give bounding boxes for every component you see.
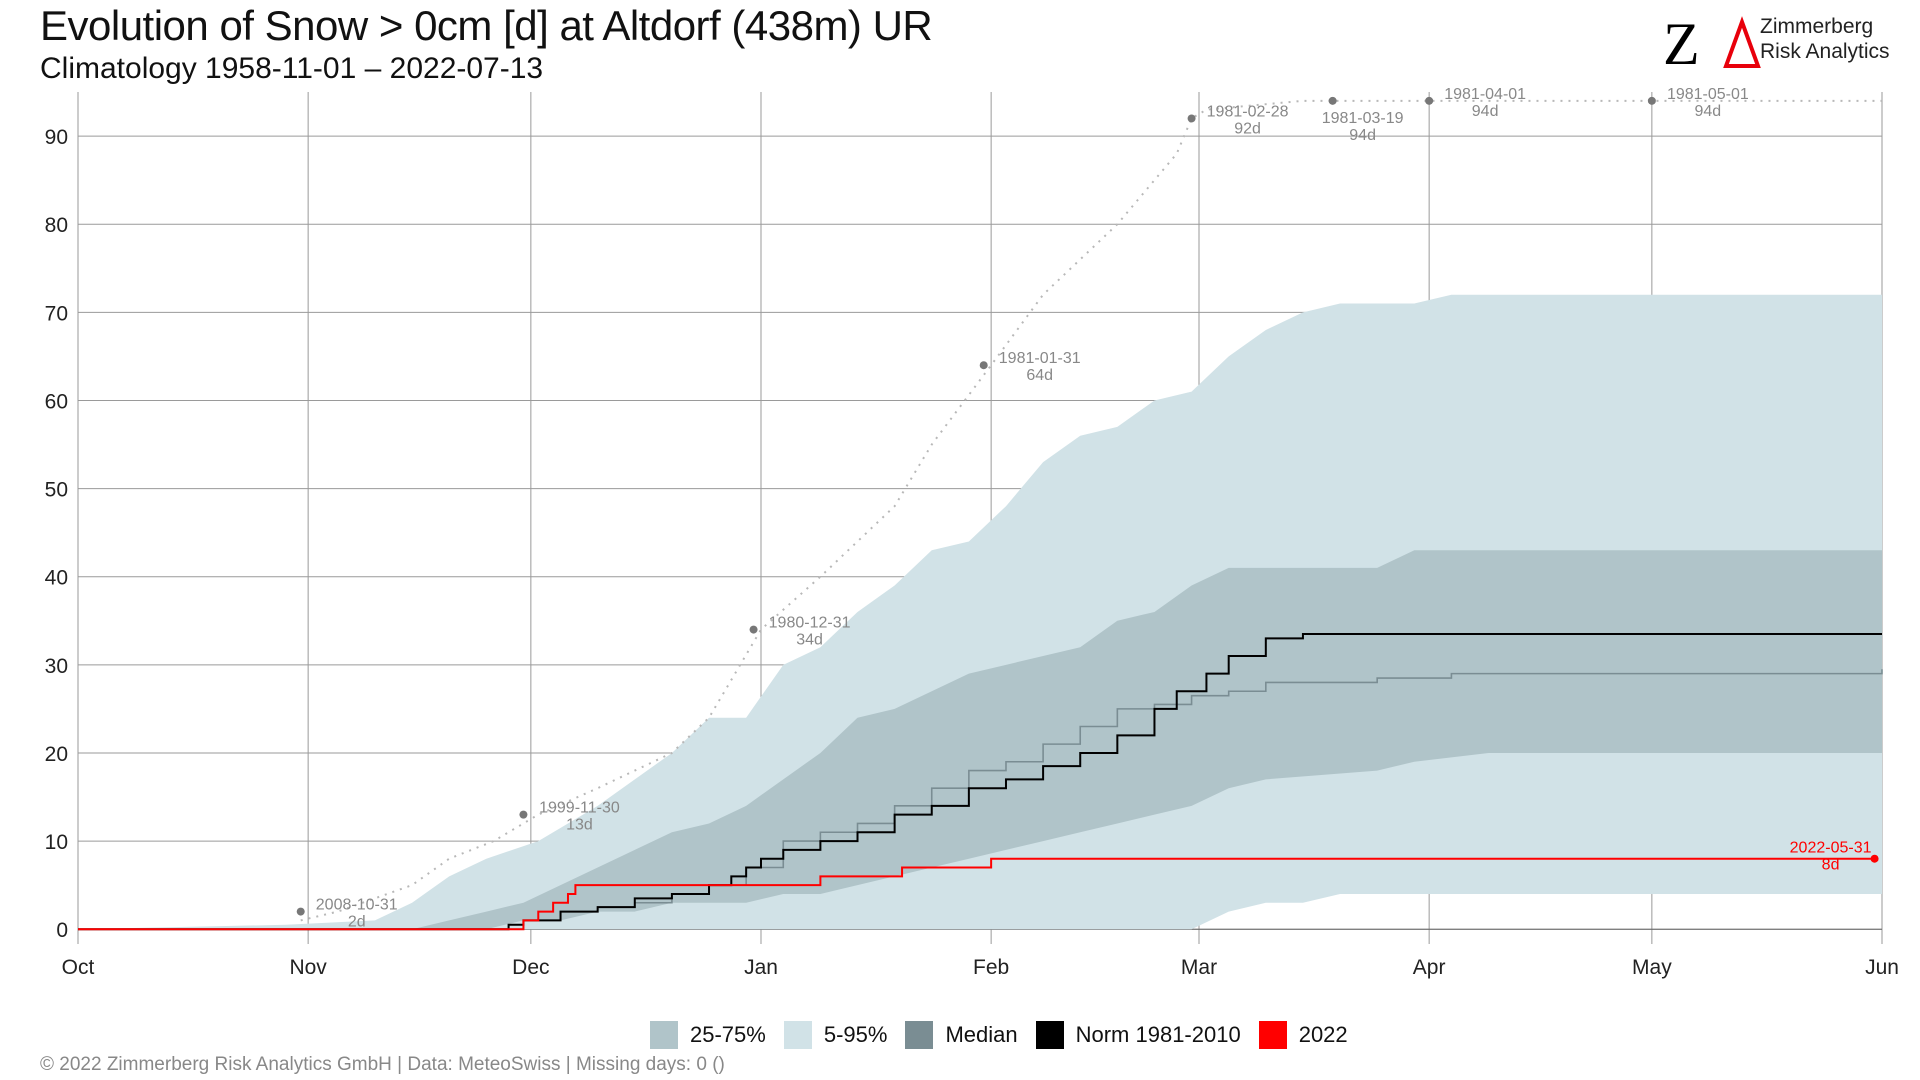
x-tick-label: Oct — [62, 956, 95, 979]
band-25-75 — [78, 550, 1882, 930]
legend-item-norm: Norm 1981-2010 — [1035, 1021, 1241, 1049]
record-value-label: 2d — [348, 914, 366, 931]
record-date-label: 1980-12-31 — [769, 615, 851, 632]
record-value-label: 92d — [1234, 120, 1261, 137]
band-5-95 — [78, 294, 1882, 930]
x-tick-label: Apr — [1413, 956, 1446, 979]
current-date-label: 2022-05-31 — [1790, 840, 1872, 857]
record-date-label: 2008-10-31 — [316, 897, 398, 914]
y-tick-label: 90 — [45, 126, 68, 149]
chart-title: Evolution of Snow > 0cm [d] at Altdorf (… — [40, 2, 933, 49]
record-marker — [1647, 96, 1656, 105]
record-envelope — [300, 99, 1882, 922]
record-date-label: 1981-03-19 — [1322, 110, 1404, 127]
y-tick-label: 30 — [45, 655, 68, 678]
y-tick-label: 70 — [45, 302, 68, 325]
legend-item-median: Median — [905, 1021, 1018, 1049]
record-marker — [979, 361, 988, 370]
legend-item-2022: 2022 — [1258, 1021, 1348, 1049]
x-tick-label: Jun — [1865, 956, 1899, 979]
y-tick-label: 20 — [45, 743, 68, 766]
record-date-label: 1981-04-01 — [1444, 86, 1526, 103]
legend-label-iqr: 25-75% — [690, 1022, 766, 1047]
legend-swatch-norm — [1035, 1021, 1064, 1049]
logo-delta-icon — [1723, 16, 1761, 68]
record-marker — [1187, 114, 1196, 123]
y-tick-label: 60 — [45, 390, 68, 413]
legend-swatch-iqr — [650, 1021, 678, 1049]
y-tick-label: 0 — [56, 919, 68, 942]
company-logo: Z — [1663, 12, 1761, 72]
record-envelope-line — [300, 99, 1882, 922]
record-date-label: 1981-05-01 — [1667, 86, 1749, 103]
legend: 25-75% 5-95% Median Norm 1981-2010 2022 — [650, 1020, 1366, 1050]
x-tick-label: Jan — [744, 956, 778, 979]
norm-line — [78, 632, 1882, 931]
legend-label-median: Median — [945, 1022, 1018, 1047]
legend-label-5-95: 5-95% — [823, 1022, 888, 1047]
record-marker — [519, 810, 528, 819]
legend-swatch-median — [905, 1021, 934, 1049]
y-tick-label: 50 — [45, 479, 68, 502]
record-marker — [1425, 96, 1434, 105]
record-value-label: 13d — [566, 817, 593, 834]
record-marker — [296, 907, 305, 916]
y-tick-label: 10 — [45, 831, 68, 854]
svg-text:Z: Z — [1663, 12, 1700, 72]
x-tick-label: May — [1632, 956, 1672, 979]
legend-item-5-95: 5-95% — [783, 1021, 888, 1049]
footer-credits: © 2022 Zimmerberg Risk Analytics GmbH | … — [40, 1054, 725, 1075]
logo-line-2: Risk Analytics — [1760, 40, 1890, 63]
x-tick-label: Mar — [1181, 956, 1217, 979]
bands — [78, 294, 1882, 930]
legend-label-2022: 2022 — [1298, 1022, 1348, 1047]
y-tick-label: 40 — [45, 567, 68, 590]
record-value-label: 64d — [1026, 367, 1053, 384]
record-date-label: 1981-02-28 — [1207, 103, 1289, 120]
series-2022-line — [78, 857, 1875, 931]
record-marker — [1328, 96, 1337, 105]
snow-days-chart: 0 10 20 30 40 50 60 70 80 90 Oct Nov Dec Jan Feb Mar Apr… — [45, 86, 1899, 979]
x-tick-label: Feb — [973, 956, 1009, 979]
record-marker — [749, 625, 758, 634]
chart-subtitle: Climatology 1958-11-01 – 2022-07-13 — [40, 52, 544, 85]
record-value-label: 94d — [1695, 103, 1722, 120]
series-lines — [78, 632, 1883, 931]
record-value-label: 94d — [1349, 127, 1376, 144]
record-value-label: 94d — [1472, 103, 1499, 120]
record-value-label: 34d — [796, 632, 823, 649]
legend-swatch-2022 — [1258, 1021, 1287, 1049]
x-tick-label: Nov — [289, 956, 327, 979]
record-date-label: 1999-11-30 — [539, 800, 620, 817]
x-tick-label: Dec — [512, 956, 549, 979]
legend-label-norm: Norm 1981-2010 — [1075, 1022, 1241, 1047]
logo-line-1: Zimmerberg — [1760, 15, 1874, 38]
axes: 0 10 20 30 40 50 60 70 80 90 Oct Nov Dec Jan Feb Mar Apr… — [45, 126, 1899, 979]
record-date-label: 1981-01-31 — [999, 350, 1081, 367]
y-tick-label: 80 — [45, 214, 68, 237]
logo-text: Zimmerberg Risk Analytics — [1760, 14, 1890, 64]
current-value-label: 8d — [1822, 857, 1840, 874]
legend-swatch-5-95 — [783, 1021, 812, 1049]
current-2022-marker — [1870, 854, 1879, 863]
legend-item-iqr: 25-75% — [650, 1021, 766, 1049]
